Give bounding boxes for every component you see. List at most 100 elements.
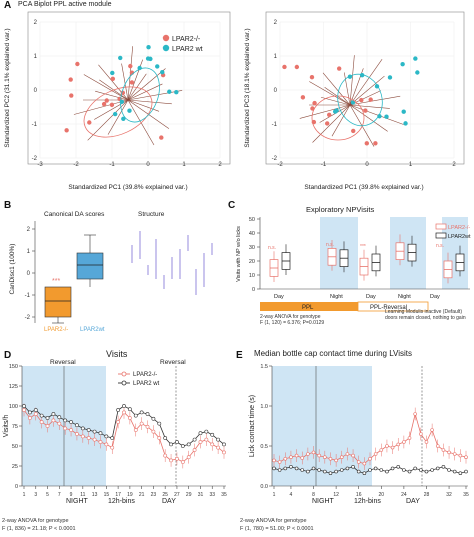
- e-point: [385, 444, 389, 448]
- c-ytick: 50: [249, 217, 255, 223]
- e-point: [435, 466, 440, 471]
- c-cond-rev-bar: [357, 301, 429, 312]
- d-point: [163, 436, 168, 440]
- c-cond-rev: PPL-Reversal: [370, 305, 407, 311]
- d-point: [104, 434, 109, 439]
- point-wt: [146, 45, 151, 50]
- panel-b-title-left: Canonical DA scores: [44, 211, 105, 218]
- c-note-line2: F (1, 120) = 6.376; P=0.0129: [260, 320, 325, 326]
- d-point: [57, 421, 62, 426]
- point-ko: [159, 135, 164, 140]
- loading-arrow: [127, 83, 163, 101]
- e-point: [379, 448, 384, 452]
- panel-e-ylabel: Lick contact time (s): [249, 395, 256, 457]
- d-point: [210, 432, 215, 437]
- loading-arrow: [83, 74, 129, 101]
- e-point: [390, 445, 395, 450]
- c-note-right-1: Learning Modulis inactive (Default): [385, 309, 462, 315]
- e-point: [441, 448, 446, 452]
- d-ytick: 75: [12, 424, 18, 430]
- d-xtick: 7: [58, 492, 61, 498]
- d-point: [57, 415, 62, 420]
- d-xtick: 25: [162, 492, 168, 498]
- d-point: [151, 416, 156, 421]
- point-wt: [413, 56, 418, 61]
- a-right-ytick: -1: [272, 122, 278, 128]
- e-point: [300, 468, 305, 472]
- e-ytick: 0.5: [260, 444, 268, 450]
- d-xtick: 13: [92, 492, 98, 498]
- e-xtick: 12: [333, 492, 339, 498]
- e-point: [407, 436, 412, 440]
- e-point: [430, 428, 434, 432]
- point-ko: [282, 64, 287, 70]
- c-sig-label: n.s.: [326, 242, 334, 248]
- e-point: [464, 455, 468, 459]
- d-point: [86, 436, 91, 440]
- e-point: [362, 471, 367, 475]
- point-ko: [363, 108, 368, 113]
- a-left-xtick: 1: [182, 162, 186, 168]
- point-ko: [69, 93, 74, 98]
- point-ko: [87, 120, 92, 125]
- panel-a-left-xlabel: Standardized PC1 (39.8% explained var.): [68, 184, 187, 191]
- point-ko: [68, 77, 73, 82]
- c-phase-5: Day: [430, 294, 440, 300]
- d-point: [192, 437, 197, 442]
- point-ko: [129, 80, 135, 85]
- c-phase-3: Day: [366, 294, 376, 300]
- panel-c-ylabel: Visits with NP w/o licks: [236, 226, 242, 282]
- panel-a-right-xlabel: Standardized PC1 (39.8% explained var.): [304, 184, 423, 191]
- d-point: [192, 448, 197, 452]
- panel-label-d: D: [4, 350, 12, 361]
- c-ytick: 10: [249, 273, 255, 279]
- c-sig-label: n.s.: [436, 243, 444, 249]
- d-point: [133, 428, 138, 432]
- e-point: [464, 469, 468, 474]
- e-ytick: 1.5: [260, 364, 268, 370]
- d-xtick: 1: [23, 492, 26, 498]
- d-point: [75, 423, 79, 428]
- e-point: [283, 466, 288, 471]
- d-point: [33, 408, 38, 412]
- c-ytick: 40: [249, 231, 255, 237]
- a-left-xtick: -2: [73, 162, 79, 168]
- a-right-xtick: 0: [365, 162, 369, 168]
- point-wt: [350, 100, 356, 105]
- panel-e-plot: 1.5 1.0 0.5 0.0 1 4 8 12 16 20 24 28 32 35 Lick cont…: [240, 364, 469, 532]
- e-xtick: 8: [312, 492, 315, 498]
- loading-arrow: [319, 104, 351, 123]
- d-point: [139, 421, 144, 426]
- d-point: [139, 410, 144, 415]
- d-point: [222, 442, 226, 447]
- d-point: [186, 442, 191, 447]
- legend-ko-label: LPAR2-/-: [172, 36, 201, 43]
- d-point: [127, 407, 132, 412]
- c-phase-1: Day: [274, 294, 284, 300]
- e-point: [452, 452, 457, 456]
- point-ko: [300, 95, 306, 100]
- e-point: [447, 468, 451, 472]
- a-left-ytick: 1: [34, 54, 38, 60]
- e-ytick: 1.0: [260, 404, 268, 410]
- panel-c-note-left: 2-way ANOVA for genotype F (1, 120) = 6.…: [260, 314, 324, 326]
- point-ko: [101, 101, 107, 107]
- d-point: [98, 440, 103, 444]
- e-point: [306, 452, 310, 456]
- e-point: [334, 469, 338, 474]
- d-xtick: 27: [174, 492, 180, 498]
- e-point: [300, 456, 305, 460]
- point-wt: [110, 70, 115, 76]
- d-point: [92, 429, 97, 434]
- d-point: [122, 410, 126, 415]
- a-left-xtick: 2: [218, 162, 222, 168]
- e-xlabel-bins: 12h-bins: [354, 498, 381, 505]
- c-note-line1: 2-way ANOVA for genotype: [260, 314, 321, 320]
- e-point: [424, 469, 429, 474]
- d-point: [51, 412, 56, 416]
- e-point: [424, 440, 429, 444]
- loading-arrow: [349, 75, 385, 106]
- e-point: [277, 460, 282, 464]
- point-ko: [364, 141, 370, 146]
- e-point: [317, 453, 321, 458]
